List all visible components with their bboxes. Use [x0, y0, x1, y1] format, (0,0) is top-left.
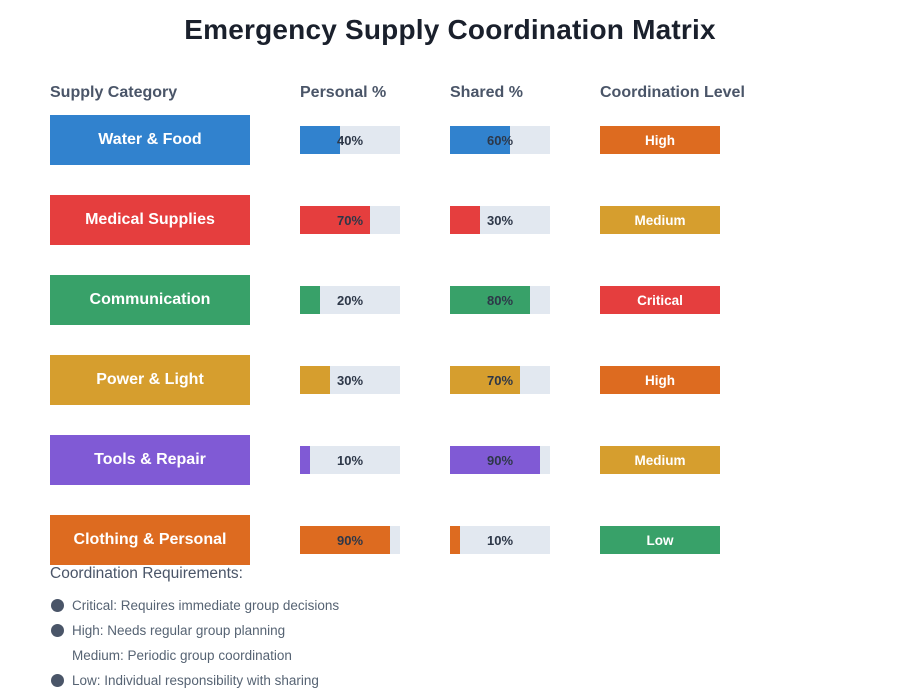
shared-bar-value: 60%: [486, 132, 514, 148]
legend-item-text: Low: Individual responsibility with shar…: [72, 672, 319, 688]
personal-bar: 90%: [300, 526, 400, 554]
column-header-supply-category: Supply Category: [50, 84, 178, 101]
coordination-level-badge: Medium: [600, 206, 720, 234]
column-header-coordination-level: Coordination Level: [600, 84, 745, 101]
personal-bar-fill: [300, 286, 320, 314]
personal-bar-value: 20%: [336, 292, 364, 308]
shared-bar-fill: [450, 366, 520, 394]
personal-bar-value: 90%: [336, 532, 364, 548]
shared-bar-fill: [450, 286, 530, 314]
category-button[interactable]: Communication: [50, 275, 250, 325]
shared-bar-fill: [450, 526, 460, 554]
shared-bar-value: 10%: [486, 532, 514, 548]
shared-bar-value: 30%: [486, 212, 514, 228]
personal-bar: 70%: [300, 206, 400, 234]
legend-item: High: Needs regular group planning: [51, 622, 285, 638]
category-button[interactable]: Water & Food: [50, 115, 250, 165]
legend-title: Coordination Requirements:: [50, 565, 243, 582]
personal-bar-value: 10%: [336, 452, 364, 468]
legend-item: Low: Individual responsibility with shar…: [51, 672, 319, 688]
coordination-level-badge: High: [600, 366, 720, 394]
personal-bar-fill: [300, 206, 370, 234]
legend-item-text: High: Needs regular group planning: [72, 622, 286, 638]
coordination-level-badge: Medium: [600, 446, 720, 474]
personal-bar-fill: [300, 526, 390, 554]
personal-bar: 10%: [300, 446, 400, 474]
page-title: Emergency Supply Coordination Matrix: [184, 14, 716, 45]
shared-bar-value: 80%: [486, 292, 514, 308]
coordination-level-badge: High: [600, 126, 720, 154]
coordination-level-badge: Critical: [600, 286, 720, 314]
coordination-level-badge: Low: [600, 526, 720, 554]
legend-item-text: Medium: Periodic group coordination: [72, 647, 292, 663]
category-button[interactable]: Clothing & Personal: [50, 515, 250, 565]
personal-bar: 20%: [300, 286, 400, 314]
shared-bar-fill: [450, 206, 480, 234]
shared-bar-fill: [450, 126, 510, 154]
legend-bullet-icon: [51, 673, 64, 687]
legend-bullet-icon: [51, 623, 64, 637]
shared-bar-value: 90%: [486, 452, 514, 468]
category-button[interactable]: Medical Supplies: [50, 195, 250, 245]
shared-bar: 80%: [450, 286, 550, 314]
legend-item: Critical: Requires immediate group decis…: [51, 597, 339, 613]
category-button[interactable]: Power & Light: [50, 355, 250, 405]
shared-bar: 60%: [450, 126, 550, 154]
shared-bar: 10%: [450, 526, 550, 554]
personal-bar: 40%: [300, 126, 400, 154]
legend-item: Medium: Periodic group coordination: [51, 647, 292, 663]
column-header-shared-percent: Shared %: [450, 84, 523, 101]
personal-bar-fill: [300, 126, 340, 154]
category-button[interactable]: Tools & Repair: [50, 435, 250, 485]
legend-item-text: Critical: Requires immediate group decis…: [72, 597, 340, 613]
shared-bar: 70%: [450, 366, 550, 394]
personal-bar-value: 30%: [336, 372, 364, 388]
legend-bullet-icon: [51, 598, 64, 612]
column-header-personal-percent: Personal %: [300, 84, 387, 101]
personal-bar-fill: [300, 446, 310, 474]
personal-bar-value: 70%: [336, 212, 364, 228]
personal-bar-fill: [300, 366, 330, 394]
shared-bar: 90%: [450, 446, 550, 474]
shared-bar: 30%: [450, 206, 550, 234]
personal-bar-value: 40%: [336, 132, 364, 148]
shared-bar-fill: [450, 446, 540, 474]
personal-bar: 30%: [300, 366, 400, 394]
shared-bar-value: 70%: [486, 372, 514, 388]
